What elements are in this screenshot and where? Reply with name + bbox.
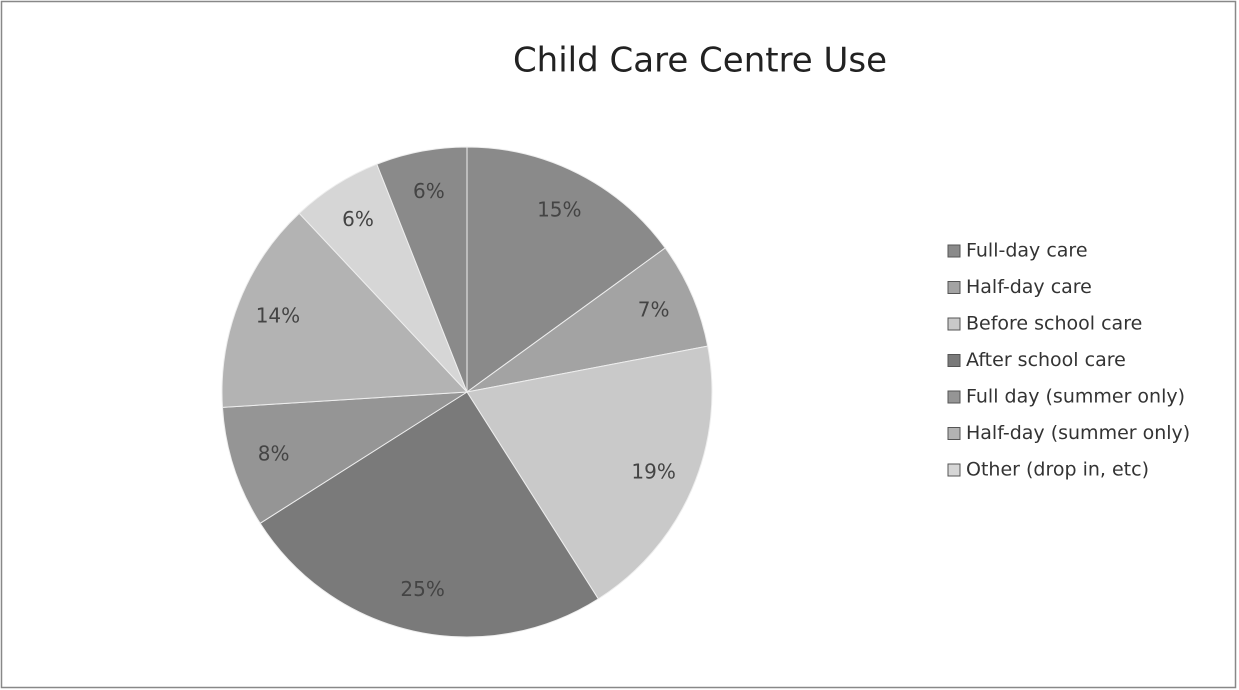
chart-title: Child Care Centre Use [513,41,887,81]
legend-text: Full-day care [966,240,1088,262]
pie-slice [221,391,468,524]
legend-text: Other (drop in, etc) [966,459,1149,481]
slice-label: 8% [258,441,290,465]
legend-text: Half-day (summer only) [966,422,1190,444]
legend-swatch [947,463,961,477]
pie-slice [466,247,709,393]
slice-label: 25% [400,577,444,601]
legend-text: Before school care [966,313,1142,335]
legend-text: Full day (summer only) [966,386,1185,408]
legend-swatch [947,354,961,367]
legend-text: Half-day care [966,276,1092,298]
pie-slice [221,212,469,408]
pie-slice [259,391,599,638]
legend-swatch [947,317,961,331]
legend-swatch [947,427,961,440]
slice-label: 6% [413,179,445,203]
pie-slice [466,345,713,600]
slice-label: 7% [638,298,670,322]
slice-label: 6% [342,207,374,231]
legend-swatch [947,244,961,258]
slice-label: 15% [537,197,581,221]
pie-slice [466,146,666,393]
legend-swatch [947,390,961,404]
slice-label: 19% [631,459,675,483]
pie-slice [376,146,468,393]
slice-label: 14% [256,304,300,328]
legend-swatch [947,281,961,294]
legend-text: After school care [966,349,1126,371]
